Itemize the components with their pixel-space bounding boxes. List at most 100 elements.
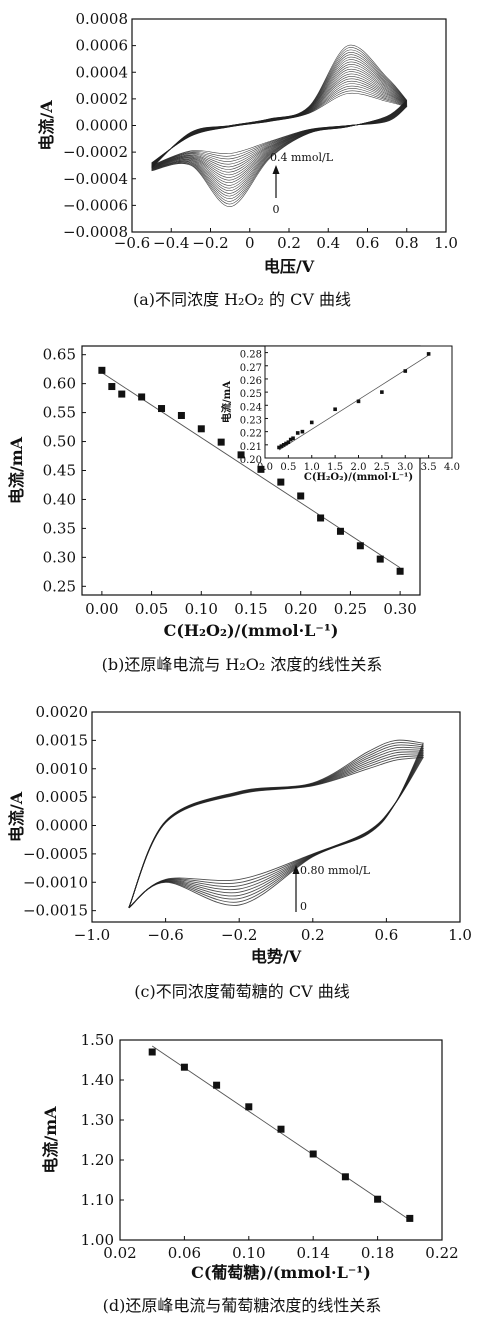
panel-b-data-point	[317, 514, 325, 522]
panel-d-y-tick-label: 1.40	[81, 1071, 114, 1089]
panel-a-x-tick-label: 1.0	[434, 234, 458, 252]
panel-d-caption: (d)还原峰电流与葡萄糖浓度的线性关系	[103, 1296, 382, 1315]
panel-b-data-point	[237, 451, 245, 459]
panel-a-cv-curve	[151, 44, 408, 208]
panel-b-x-tick-label: 0.20	[284, 600, 317, 618]
panel-b-data-point	[396, 567, 404, 575]
panel-a-cv-curve	[151, 56, 408, 194]
panel-b-inset-x-tick-label: 1.0	[304, 462, 320, 473]
panel-a-x-tick-label: 0.6	[356, 234, 380, 252]
panel-b-y-tick-label: 0.35	[43, 519, 76, 537]
panel-b-y-tick-label: 0.45	[43, 462, 76, 480]
panel-b-inset-x-tick-label: 2.5	[374, 462, 390, 473]
panel-b-inset-chart: 0.0 0.5 1.0 1.5 2.0 2.5 3.0 3.5 4.0 0.28 0.27 0.26 0…	[220, 345, 460, 483]
panel-d-y-tick-label: 1.20	[81, 1151, 114, 1169]
panel-b-y-tick-label: 0.55	[43, 404, 76, 422]
panel-d-x-tick-label: 0.10	[232, 1244, 265, 1262]
panel-a-y-axis-label: 电流/A	[37, 100, 56, 151]
panel-c-x-tick-label: 0.6	[374, 926, 398, 944]
panel-c-annotation-bottom: 0	[300, 900, 307, 913]
panel-b-inset-data-point	[281, 443, 286, 447]
panel-a-y-tick-label: 0.0008	[76, 10, 129, 28]
panel-c-y-tick-label: −0.0005	[23, 845, 88, 863]
panel-c-y-tick-label: −0.0015	[23, 902, 88, 920]
panel-b-fit-line	[101, 372, 401, 569]
panel-a-arrow-head	[272, 165, 280, 174]
panel-b-data-point	[336, 527, 344, 535]
panel-b-y-tick-label: 0.65	[43, 346, 76, 364]
panel-b-inset-x-tick-label: 1.5	[327, 462, 343, 473]
panel-b-inset-x-tick-label: 3.0	[397, 462, 413, 473]
panel-b-data-point	[197, 425, 205, 433]
panel-b-inset-data-point	[279, 444, 284, 448]
panel-c-chart: −1.0 −0.6 −0.2 0.2 0.6 1.0 0.0020 0.0015 0.0010 0…	[7, 703, 472, 1001]
panel-b-inset-y-tick-label: 0.22	[240, 429, 262, 440]
panel-b-data-point	[177, 411, 185, 419]
panel-a-x-tick-label: 0.8	[395, 234, 419, 252]
panel-b-x-tick-label: 0.30	[383, 600, 416, 618]
panel-d-y-tick-label: 1.50	[81, 1031, 114, 1049]
panel-c-x-tick-label: 0.2	[301, 926, 325, 944]
panel-d-data-point	[341, 1173, 349, 1181]
panel-c-arrow-head	[292, 865, 300, 874]
panel-b-inset-x-tick-label: 2.0	[351, 462, 367, 473]
panel-a-x-tick-label: 0.2	[277, 234, 301, 252]
panel-a-plot-frame	[131, 18, 447, 233]
panel-b-inset-x-tick-label: 0.5	[280, 462, 296, 473]
panel-b-inset-y-tick-label: 0.26	[240, 376, 262, 387]
panel-d-x-tick-label: 0.14	[296, 1244, 329, 1262]
panel-b-inset-x-tick-label: 3.5	[421, 462, 437, 473]
panel-b-x-tick-label: 0.05	[135, 600, 168, 618]
panel-b-inset-y-tick-label: 0.25	[240, 389, 262, 400]
panel-a-cv-curve	[151, 49, 408, 202]
panel-b-inset-y-tick-label: 0.20	[240, 455, 262, 466]
panel-b-y-tick-label: 0.25	[43, 577, 76, 595]
panel-b-inset-data-point	[284, 441, 288, 446]
panel-a-x-axis-label: 电压/V	[264, 257, 315, 276]
panel-b-data-point	[257, 465, 265, 473]
panel-d-fit-line	[151, 1045, 411, 1221]
panel-d-data-point	[406, 1214, 414, 1222]
panel-c-y-tick-label: 0.0005	[36, 788, 89, 806]
panel-b-data-point	[277, 478, 285, 486]
panel-d-x-tick-label: 0.18	[361, 1244, 394, 1262]
panel-a-x-tick-label: −0.2	[192, 234, 228, 252]
panel-a-cv-curve	[151, 59, 408, 192]
panel-c-cv-curve	[128, 756, 425, 909]
panel-d-y-tick-label: 1.00	[81, 1231, 114, 1249]
panel-b-x-tick-label: 0.15	[234, 600, 267, 618]
panel-c-caption: (c)不同浓度葡萄糖的 CV 曲线	[134, 982, 349, 1001]
panel-a-y-tick-label: −0.0006	[63, 196, 128, 214]
panel-b-inset-data-point	[295, 431, 300, 435]
panel-a-chart: −0.6 −0.4 −0.2 0 0.2 0.4 0.6 0.8 1.0 0.0008 0.0006…	[37, 10, 458, 309]
panel-a-cv-curve	[151, 47, 408, 205]
panel-c-y-tick-label: 0.0000	[36, 817, 89, 835]
panel-b-x-tick-label: 0.25	[334, 600, 367, 618]
panel-b-inset-y-tick-label: 0.21	[240, 442, 262, 453]
panel-d-data-point	[309, 1150, 317, 1158]
panel-d-data-point	[180, 1063, 188, 1071]
panel-a-annotation-top: 0.4 mmol/L	[270, 151, 334, 164]
panel-c-y-tick-label: −0.0010	[23, 873, 88, 891]
panel-d-y-axis-label: 电流/mA	[41, 1106, 60, 1174]
panel-b-inset-data-point	[309, 420, 314, 425]
panel-b-x-axis-label: C(H₂O₂)/(mmol·L⁻¹)	[164, 621, 339, 640]
panel-b-data-point	[356, 542, 364, 550]
panel-b-inset-data-point	[288, 437, 293, 442]
panel-d-y-tick-label: 1.10	[81, 1191, 114, 1209]
panel-b-data-point	[98, 366, 106, 374]
panel-b-inset-y-tick-label: 0.27	[240, 363, 262, 374]
panel-b-inset-y-tick-label: 0.23	[240, 415, 262, 426]
panel-b-inset-x-tick-label: 0.0	[257, 462, 273, 473]
panel-b-data-point	[108, 383, 116, 391]
panel-b-inset-y-tick-label: 0.28	[240, 350, 262, 361]
panel-b-data-point	[297, 492, 305, 500]
panel-b-inset-data-point	[380, 390, 384, 394]
panel-a-annotation-bottom: 0	[273, 203, 280, 216]
panel-a-y-tick-label: 0.0000	[76, 117, 129, 135]
panel-a-y-tick-label: −0.0004	[63, 170, 128, 188]
panel-d-data-point	[374, 1195, 382, 1203]
panel-a-x-tick-label: 0	[245, 234, 255, 252]
panel-d-x-tick-label: 0.22	[425, 1244, 458, 1262]
panel-a-x-tick-label: −0.6	[114, 234, 150, 252]
